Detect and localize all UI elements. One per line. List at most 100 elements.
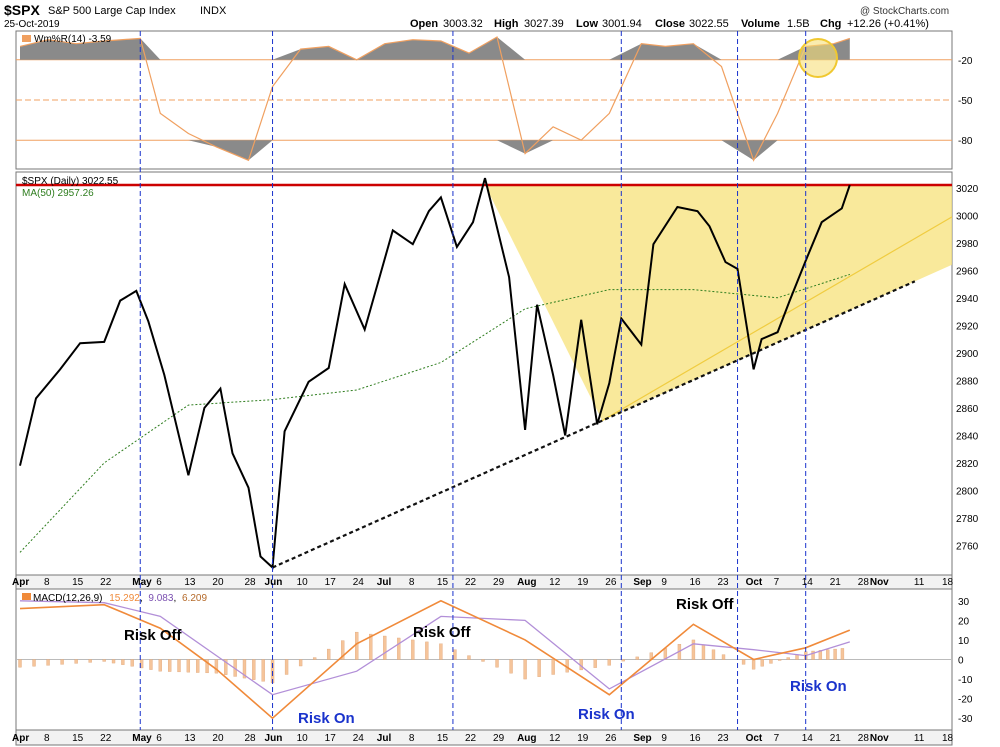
x-tick-label: 11 — [914, 733, 925, 744]
macd-line — [19, 599, 851, 720]
header-symbol: $SPX — [4, 2, 40, 18]
macd-tick-label: 30 — [958, 597, 970, 608]
header-close-label: Close — [655, 18, 685, 30]
x-tick-label: 19 — [577, 577, 589, 588]
price-y-axis: 3020 3000 2980 2960 2940 2920 2900 2880 2860 2840… — [956, 184, 979, 553]
histogram-bar — [840, 648, 845, 660]
x-tick-label: 17 — [325, 577, 337, 588]
willr-line — [19, 36, 850, 162]
support-trendline — [272, 280, 916, 569]
x-tick-label: 14 — [802, 733, 814, 744]
x-tick-label: 24 — [353, 733, 365, 744]
header-low-value: 3001.94 — [602, 18, 642, 30]
x-tick-label: 16 — [689, 733, 701, 744]
x-tick-label: Aug — [517, 733, 536, 744]
x-tick-label: 12 — [549, 577, 561, 588]
risk-on-label-2: Risk On — [578, 706, 635, 723]
macd-sep-1: , — [140, 593, 143, 604]
price-tick-label: 3020 — [956, 184, 979, 195]
histogram-bar — [523, 659, 527, 680]
histogram-bar — [537, 659, 541, 677]
willr-y-axis: -20 -50 -80 — [958, 56, 973, 147]
vertical-markers — [139, 31, 807, 730]
x-tick-label: 15 — [437, 577, 449, 588]
histogram-bar — [186, 659, 191, 673]
histogram-bar — [261, 659, 265, 682]
willr-tick-label: -80 — [958, 136, 973, 147]
signal-value: 9.083 — [148, 593, 173, 604]
x-tick-label: 28 — [244, 577, 256, 588]
x-tick-label: 28 — [858, 733, 870, 744]
histogram-bar — [593, 659, 597, 668]
header-open-value: 3003.32 — [443, 18, 483, 30]
histogram-bar — [777, 659, 782, 661]
price-tick-label: 2940 — [956, 294, 979, 305]
price-tick-label: 2980 — [956, 239, 979, 250]
header-volume-label: Volume — [741, 18, 780, 30]
price-tick-label: 2880 — [956, 376, 979, 387]
histogram-bar — [130, 659, 134, 667]
x-tick-label: 8 — [409, 733, 415, 744]
histogram-bar — [760, 659, 764, 667]
header-name: S&P 500 Large Cap Index — [48, 5, 176, 17]
macd-y-axis: 30 20 10 0 -10 -20 -30 — [958, 597, 973, 725]
x-tick-label: Nov — [870, 577, 889, 588]
histogram-bar — [224, 659, 228, 675]
header-chg-label: Chg — [820, 18, 841, 30]
histogram-bar — [811, 650, 815, 660]
histogram-bar — [397, 637, 401, 660]
x-tick-label: 18 — [942, 733, 954, 744]
histogram-bar — [88, 659, 92, 663]
x-tick-label: Jul — [377, 577, 392, 588]
macd-sep-2: , — [173, 593, 176, 604]
willr-overbought-fill — [20, 37, 850, 60]
willr-title: Wm%R(14) -3.59 — [34, 34, 112, 45]
histogram-bar — [509, 659, 513, 674]
x-tick-label: 14 — [802, 577, 814, 588]
histogram-bar — [769, 659, 773, 664]
x-tick-label: 8 — [409, 577, 415, 588]
x-tick-label: 28 — [244, 733, 256, 744]
header-low-label: Low — [576, 18, 598, 30]
histogram-bar — [312, 657, 317, 660]
hist-value: 6.209 — [182, 593, 207, 604]
header-date: 25-Oct-2019 — [4, 19, 60, 30]
triangle-midline — [601, 216, 953, 422]
histogram-bar — [74, 659, 78, 664]
histogram-bar — [177, 659, 181, 673]
x-tick-label: May — [132, 733, 152, 744]
header-chg-value: +12.26 (+0.41%) — [847, 18, 929, 30]
x-tick-label: 11 — [914, 577, 925, 588]
x-tick-label: 9 — [661, 577, 667, 588]
header-high-label: High — [494, 18, 519, 30]
price-tick-label: 3000 — [956, 211, 979, 222]
header-close-value: 3022.55 — [689, 18, 729, 30]
histogram-bar — [467, 655, 471, 660]
x-tick-label: 29 — [493, 577, 505, 588]
histogram-bar — [32, 659, 36, 667]
x-tick-label: Apr — [12, 733, 29, 744]
histogram-bar — [621, 659, 625, 662]
x-tick-label: Nov — [870, 733, 889, 744]
histogram-bar — [721, 654, 726, 660]
x-tick-label: May — [132, 577, 152, 588]
x-tick-label: 17 — [325, 733, 337, 744]
header-source: @ StockCharts.com — [860, 6, 949, 17]
x-axis-labels-top: Apr 8 15 22 May 6 13 20 28 Jun 10 17 24 Jul 8 15 22 29 Aug… — [12, 577, 954, 588]
risk-on-label-1: Risk On — [298, 710, 355, 727]
histogram-bar — [551, 659, 555, 675]
price-tick-label: 2820 — [956, 459, 979, 470]
histogram-bar — [298, 659, 303, 667]
price-tick-label: 2840 — [956, 431, 979, 442]
macd-tick-label: 10 — [958, 636, 970, 647]
x-tick-label: 20 — [212, 733, 224, 744]
histogram-bar — [205, 659, 209, 674]
histogram-bar — [284, 659, 289, 675]
histogram-bar — [691, 639, 696, 660]
price-tick-label: 2920 — [956, 321, 979, 332]
macd-tick-label: -30 — [958, 714, 973, 725]
x-tick-label: 8 — [44, 577, 50, 588]
histogram-bar — [453, 649, 457, 660]
histogram-bar — [481, 659, 485, 662]
